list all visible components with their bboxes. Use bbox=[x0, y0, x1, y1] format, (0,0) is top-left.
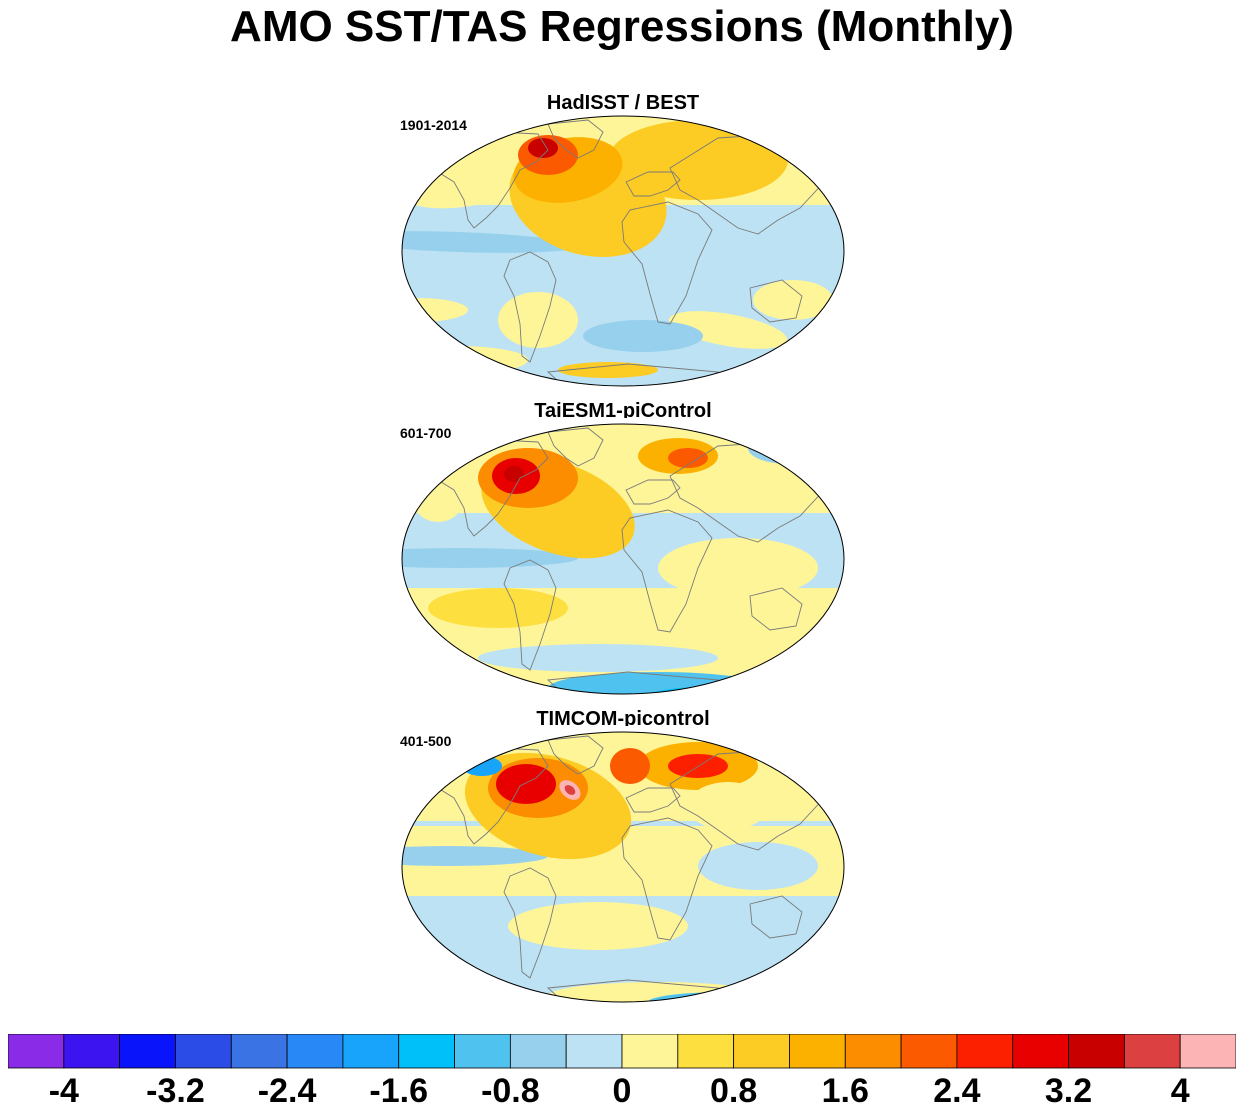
colorbar-tick-label: 4 bbox=[1170, 1072, 1190, 1110]
colorbar-tick-label: 0.8 bbox=[709, 1072, 758, 1110]
colorbar-tick-label: -4 bbox=[48, 1072, 79, 1110]
coastline bbox=[625, 787, 681, 813]
colorbar-tick-label: -2.4 bbox=[257, 1072, 317, 1110]
colorbar-box bbox=[1012, 1034, 1069, 1069]
colorbar-box bbox=[454, 1034, 511, 1069]
coastline bbox=[621, 201, 713, 325]
colorbar-box bbox=[342, 1034, 400, 1069]
figure-title: AMO SST/TAS Regressions (Monthly) bbox=[230, 2, 1014, 51]
regression-map bbox=[398, 726, 848, 1008]
panel-hadisst-best: HadISST / BEST 1901-2014 bbox=[398, 92, 848, 392]
coastline bbox=[749, 587, 803, 631]
panel-timcom-picontrol: TIMCOM-picontrol 401-500 bbox=[398, 708, 848, 1008]
colorbar-box bbox=[1123, 1034, 1181, 1069]
coastline bbox=[625, 171, 681, 197]
colorbar-box bbox=[63, 1034, 121, 1069]
panel-title: TaiESM1-piControl bbox=[534, 400, 712, 422]
colorbar-box bbox=[119, 1034, 176, 1069]
regression-map bbox=[398, 110, 848, 392]
colorbar-box bbox=[789, 1034, 846, 1069]
colorbar-box bbox=[509, 1034, 567, 1069]
colorbar-box bbox=[844, 1034, 902, 1069]
colorbar-box bbox=[1068, 1034, 1125, 1069]
coastline bbox=[625, 479, 681, 505]
colorbar-box bbox=[956, 1034, 1014, 1069]
colorbar-box bbox=[621, 1034, 679, 1069]
panel-period: 401-500 bbox=[400, 733, 452, 749]
coastline bbox=[749, 279, 803, 323]
colorbar-box bbox=[733, 1034, 790, 1069]
coastline bbox=[503, 559, 557, 671]
coastline bbox=[621, 509, 713, 633]
coastline bbox=[503, 251, 557, 363]
colorbar-box bbox=[900, 1034, 958, 1069]
colorbar-box bbox=[1179, 1034, 1236, 1069]
coastline bbox=[503, 867, 557, 979]
regression-map bbox=[398, 418, 848, 700]
map-border bbox=[401, 423, 845, 695]
colorbar-tick-label: 3.2 bbox=[1044, 1072, 1093, 1110]
coastline bbox=[547, 735, 604, 775]
colorbar-tick-label: -1.6 bbox=[369, 1072, 429, 1110]
panel-period: 1901-2014 bbox=[400, 117, 467, 133]
coastline bbox=[425, 439, 549, 537]
panel-title: TIMCOM-picontrol bbox=[536, 708, 710, 730]
coastline bbox=[425, 747, 549, 845]
colorbar-box bbox=[8, 1034, 65, 1069]
colorbar-box bbox=[398, 1034, 455, 1069]
coastline bbox=[425, 131, 549, 229]
colorbar-tick-label: 0 bbox=[612, 1072, 632, 1110]
colorbar bbox=[8, 1034, 1236, 1069]
map-border bbox=[401, 731, 845, 1003]
colorbar-box bbox=[677, 1034, 735, 1069]
colorbar-box bbox=[286, 1034, 344, 1069]
panel-taiesm1-picontrol: TaiESM1-piControl 601-700 bbox=[398, 400, 848, 700]
panel-title: HadISST / BEST bbox=[546, 92, 700, 114]
colorbar-tick-label: -0.8 bbox=[481, 1072, 540, 1110]
coastline bbox=[547, 119, 604, 159]
colorbar-tick-label: 1.6 bbox=[821, 1072, 869, 1110]
map-border bbox=[401, 115, 845, 387]
colorbar-box bbox=[230, 1034, 288, 1069]
coastline bbox=[547, 427, 604, 467]
colorbar-tick-label: -3.2 bbox=[146, 1072, 205, 1110]
colorbar-box bbox=[175, 1034, 232, 1069]
coastline bbox=[621, 817, 713, 941]
coastline bbox=[749, 895, 803, 939]
panel-period: 601-700 bbox=[400, 425, 452, 441]
colorbar-tick-label: 2.4 bbox=[933, 1072, 981, 1110]
colorbar-box bbox=[565, 1034, 623, 1069]
